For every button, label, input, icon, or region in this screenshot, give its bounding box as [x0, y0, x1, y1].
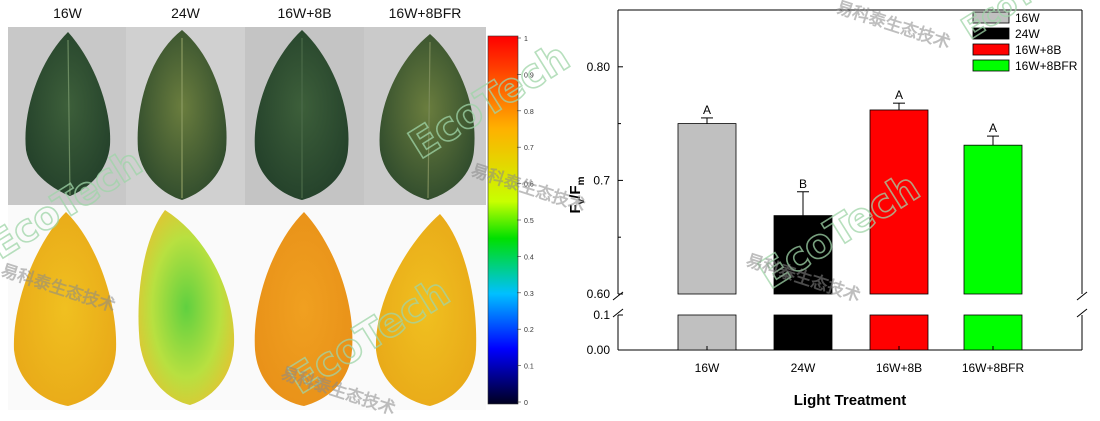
- colorbar-tick-label: 0.9: [524, 72, 534, 79]
- x-tick-label: 16W+8B: [876, 361, 922, 375]
- legend-swatch: [972, 59, 1010, 72]
- legend-label: 24W: [1015, 27, 1040, 41]
- x-tick-label: 16W+8BFR: [962, 361, 1025, 375]
- y-label-part: F: [567, 204, 584, 213]
- colorbar-tick-label: 0.5: [524, 218, 534, 225]
- y-tick-label: 0.80: [587, 60, 611, 74]
- bar-lower: [677, 314, 737, 351]
- y-label-part: /F: [567, 185, 584, 198]
- leaf-fluorescence-24w: [138, 210, 235, 405]
- colorbar-tick-label: 0.6: [524, 182, 534, 189]
- leaf-photo-16w-8bfr: [379, 34, 475, 200]
- x-tick-label: 16W: [695, 361, 720, 375]
- y-axis-label: Fv/Fm: [567, 176, 587, 213]
- bar-lower: [869, 314, 929, 351]
- legend-swatch: [972, 43, 1010, 56]
- legend-label: 16W+8B: [1015, 43, 1061, 57]
- axis-break-mark: [612, 308, 624, 318]
- leaf-image-panel: 1 0.9 0.8 0.7 0.6 0.5 0.4 0.3 0.2 0.1 0 16W 24W 16…: [8, 5, 534, 407]
- photo-column-label: 16W+8BFR: [388, 5, 462, 21]
- leaf-photo-16w: [25, 32, 111, 196]
- y-label-subscript: m: [576, 176, 587, 185]
- x-tick-label: 24W: [791, 361, 816, 375]
- y-label-subscript: v: [576, 198, 587, 204]
- x-axis-label: Light Treatment: [794, 392, 907, 409]
- bar-upper: [963, 144, 1023, 295]
- colorbar-tick-label: 0.3: [524, 291, 534, 298]
- leaf-midrib: [427, 41, 431, 199]
- axis-break-mark: [1076, 308, 1088, 318]
- colorbar-tick-label: 0.7: [524, 145, 534, 152]
- leaf-image-grid: 1 0.9 0.8 0.7 0.6 0.5 0.4 0.3 0.2 0.1 0: [8, 27, 534, 407]
- legend-swatch: [972, 27, 1010, 40]
- legend-swatch: [972, 11, 1010, 24]
- legend-label: 16W+8BFR: [1015, 59, 1078, 73]
- y-tick-label: 0.1: [593, 308, 610, 322]
- significance-letter: A: [703, 103, 711, 117]
- photo-column-label: 16W: [53, 5, 82, 21]
- significance-letter: A: [895, 88, 903, 102]
- photo-column-label: 16W+8B: [277, 5, 332, 21]
- fvfm-bar-chart: 0.60 0.7 0.80 0.00 0.1 A 16W B 24W A 16W+8B A 16W+8B…: [560, 0, 1100, 416]
- axis-break-mark: [612, 291, 624, 301]
- photo-column-label: 24W: [171, 5, 200, 21]
- bar-lower: [773, 314, 833, 351]
- leaf-fluorescence-16w-8bfr: [375, 214, 477, 406]
- significance-letter: B: [799, 177, 807, 191]
- leaf-midrib: [67, 39, 71, 196]
- colorbar-tick-label: 0: [524, 400, 528, 407]
- legend-label: 16W: [1015, 11, 1040, 25]
- y-tick-label: 0.00: [587, 343, 611, 357]
- colorbar-tick-label: 0.4: [524, 254, 534, 261]
- y-tick-label: 0.60: [587, 287, 611, 301]
- bar-upper: [869, 109, 929, 295]
- axis-break-mark: [1076, 291, 1088, 301]
- colorbar-tick-label: 0.2: [524, 327, 534, 334]
- bar-upper: [773, 215, 833, 295]
- chart-svg: 0.60 0.7 0.80 0.00 0.1 A 16W B 24W A 16W+8B A 16W+8B…: [567, 9, 1088, 409]
- colorbar-tick-label: 0.1: [524, 364, 534, 371]
- bar-lower: [963, 314, 1023, 351]
- y-tick-label: 0.7: [593, 173, 610, 187]
- colorbar: [487, 35, 519, 405]
- colorbar-tick-labels: 1 0.9 0.8 0.7 0.6 0.5 0.4 0.3 0.2 0.1 0: [517, 36, 534, 407]
- bar-upper: [677, 123, 737, 295]
- colorbar-tick-label: 1: [524, 36, 528, 43]
- leaf-fluorescence-16w-8b: [254, 212, 353, 406]
- leaf-fluorescence-16w: [13, 212, 117, 406]
- colorbar-tick-label: 0.8: [524, 109, 534, 116]
- significance-letter: A: [989, 121, 997, 135]
